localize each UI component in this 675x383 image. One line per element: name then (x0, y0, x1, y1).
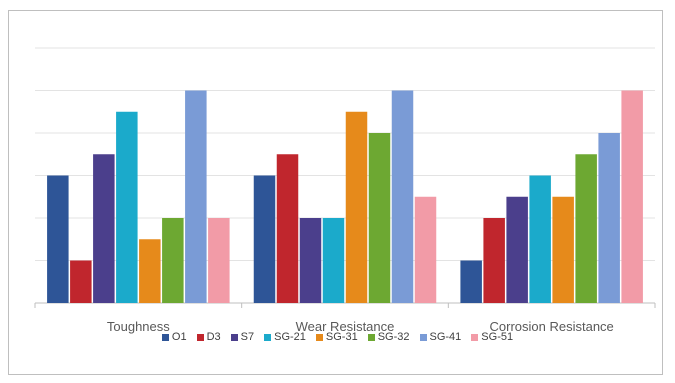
legend-label: D3 (206, 331, 221, 343)
bar-o1-wear-resistance (253, 175, 276, 303)
legend-item: S7 (230, 331, 255, 343)
bar-sg-21-toughness (116, 111, 138, 303)
bar-s7-wear-resistance (299, 218, 322, 303)
legend-swatch (196, 333, 204, 341)
bar-s7-corrosion-resistance (506, 196, 528, 303)
legend-item: SG-41 (419, 331, 462, 343)
legend-label: SG-32 (377, 331, 410, 343)
legend-item: SG-31 (315, 331, 358, 343)
bar-sg-32-toughness (162, 218, 184, 303)
legend-label: O1 (171, 331, 187, 343)
legend-swatch (367, 333, 375, 341)
legend-swatch (161, 333, 169, 341)
legend-label: S7 (240, 331, 255, 343)
legend-label: SG-41 (429, 331, 462, 343)
chart-legend: O1 D3 S7 SG-21 SG-31 SG-32 SG-41 SG-51 (0, 326, 675, 348)
category-label: Toughness (107, 319, 170, 334)
legend-item: SG-21 (264, 331, 306, 343)
bar-d3-toughness (70, 260, 92, 303)
bar-sg-31-wear-resistance (345, 111, 368, 303)
bar-sg-31-toughness (139, 239, 161, 303)
bar-s7-toughness (93, 154, 115, 303)
bar-d3-corrosion-resistance (483, 218, 505, 303)
legend-label: SG-21 (274, 331, 306, 343)
bar-sg-51-corrosion-resistance (621, 90, 643, 303)
bar-sg-31-corrosion-resistance (552, 196, 574, 303)
bar-sg-32-wear-resistance (368, 133, 391, 303)
legend-item: SG-32 (367, 331, 410, 343)
bar-sg-21-corrosion-resistance (529, 175, 551, 303)
legend-swatch (264, 333, 272, 341)
legend-label: SG-31 (325, 331, 358, 343)
legend-swatch (230, 333, 238, 341)
legend-swatch (419, 333, 427, 341)
bar-sg-51-wear-resistance (414, 196, 437, 303)
bar-sg-41-corrosion-resistance (598, 133, 620, 303)
bar-d3-wear-resistance (276, 154, 299, 303)
bar-sg-21-wear-resistance (322, 218, 345, 303)
bar-sg-41-wear-resistance (391, 90, 414, 303)
legend-item: O1 (161, 331, 187, 343)
legend-swatch (315, 333, 323, 341)
bar-sg-41-toughness (185, 90, 207, 303)
legend-swatch (471, 333, 479, 341)
bar-sg-32-corrosion-resistance (575, 154, 597, 303)
bar-o1-toughness (47, 175, 69, 303)
legend-item: D3 (196, 331, 221, 343)
bar-sg-51-toughness (208, 218, 230, 303)
legend-label: SG-51 (481, 331, 514, 343)
legend-item: SG-51 (471, 331, 513, 343)
category-label: Corrosion Resistance (490, 319, 614, 334)
category-label: Wear Resistance (296, 319, 395, 334)
bar-o1-corrosion-resistance (460, 260, 482, 303)
